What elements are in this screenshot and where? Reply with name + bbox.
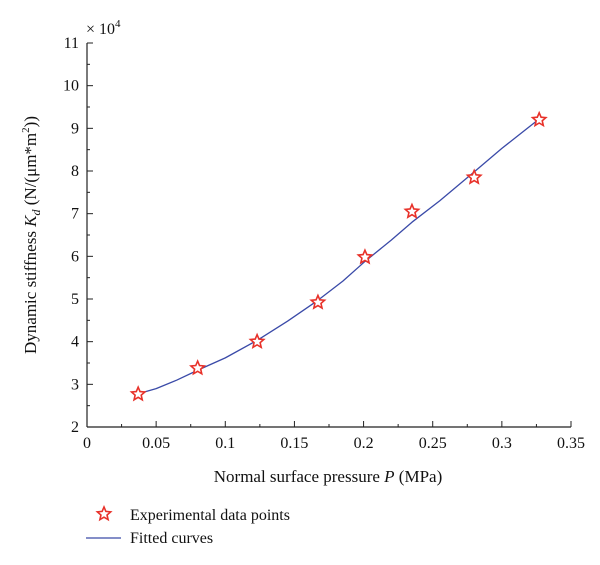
axis-ticks: 0 0.05 0.1 0.15 0.2 0.25 0.3 0.35 2 3 4 5 6 7 8 9 10 11 (63, 35, 585, 452)
legend-star-marker (95, 504, 113, 522)
x-tick-label: 0.1 (215, 435, 235, 452)
data-point-star (465, 168, 483, 185)
x-tick-label: 0.35 (557, 435, 585, 452)
y-axis-multiplier-exponent: 4 (115, 18, 121, 30)
data-point-star (309, 293, 327, 310)
x-tick-label: 0 (83, 435, 91, 452)
legend: Experimental data points Fitted curves (86, 504, 290, 547)
y-tick-label: 4 (71, 334, 79, 351)
x-tick-label: 0.05 (142, 435, 170, 452)
data-point-star (189, 359, 207, 376)
data-point-star (129, 385, 147, 402)
fitted-curve-line (137, 118, 540, 395)
x-tick-label: 0.3 (492, 435, 512, 452)
data-point-star (248, 332, 266, 349)
y-tick-label: 8 (71, 163, 79, 180)
y-tick-label: 2 (71, 419, 79, 436)
x-tick-label: 0.2 (354, 435, 374, 452)
data-point-star (356, 248, 374, 265)
y-tick-label: 6 (71, 248, 79, 265)
x-tick-label: 0.15 (280, 435, 308, 452)
x-tick-label: 0.25 (419, 435, 447, 452)
data-point-star (530, 110, 548, 128)
y-axis-multiplier: × 104 (86, 18, 121, 38)
y-tick-label: 10 (63, 78, 79, 95)
legend-star-icon (95, 504, 113, 522)
data-point-star (403, 202, 421, 219)
y-tick-label: 9 (71, 120, 79, 137)
chart-marks (129, 110, 548, 402)
legend-label-fitted: Fitted curves (130, 530, 213, 547)
y-tick-label: 11 (64, 35, 79, 52)
y-tick-label: 7 (71, 206, 79, 223)
y-tick-label: 3 (71, 376, 79, 393)
legend-label-experimental: Experimental data points (130, 507, 290, 524)
y-tick-label: 5 (71, 291, 79, 308)
x-axis-label: Normal surface pressure P (MPa) (214, 467, 443, 486)
plot-area (86, 43, 571, 428)
y-axis-label: Dynamic stiffness Kd (N/(μm*m2)) (20, 116, 43, 354)
